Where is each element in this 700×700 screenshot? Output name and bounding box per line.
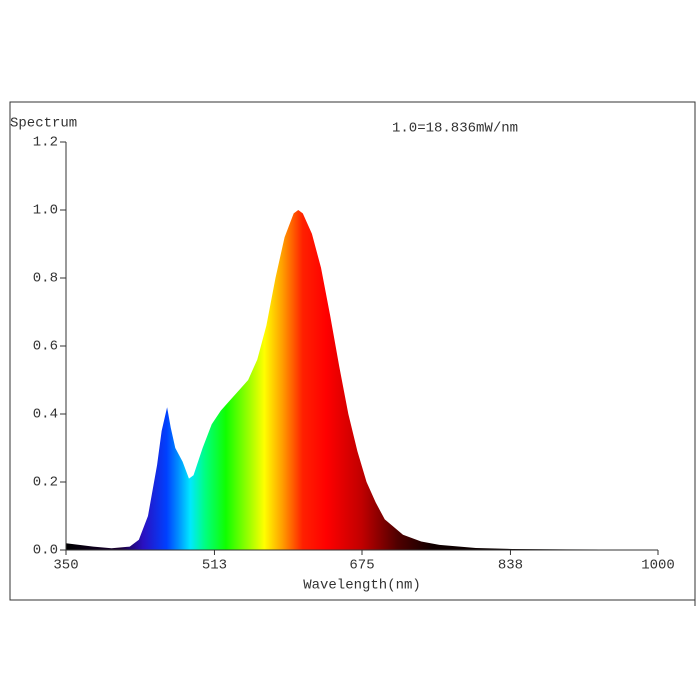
x-tick-label: 350: [53, 558, 78, 574]
y-tick-label: 0.0: [33, 543, 58, 559]
x-tick-label: 675: [349, 558, 374, 574]
spectrum-area: [66, 210, 658, 550]
x-tick-label: 513: [202, 558, 227, 574]
x-axis-label: Wavelength(nm): [303, 578, 421, 594]
annotation: 1.0=18.836mW/nm: [392, 121, 518, 137]
y-tick-label: 0.6: [33, 339, 58, 355]
chart-title: Spectrum: [10, 116, 77, 132]
y-tick-label: 0.2: [33, 475, 58, 491]
x-tick-label: 1000: [641, 558, 675, 574]
y-tick-label: 0.4: [33, 407, 58, 423]
y-tick-label: 1.2: [33, 135, 58, 151]
y-tick-label: 0.8: [33, 271, 58, 287]
y-tick-label: 1.0: [33, 203, 58, 219]
x-tick-label: 838: [498, 558, 523, 574]
